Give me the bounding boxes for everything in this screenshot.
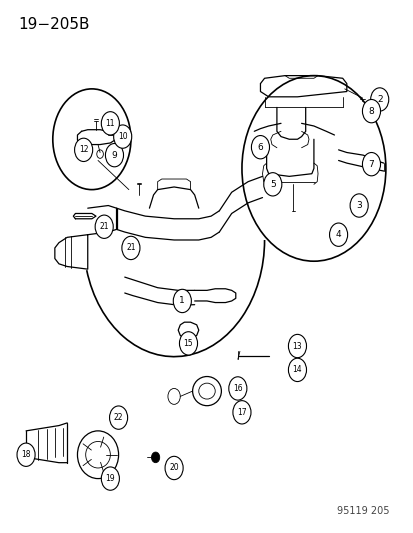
Text: 16: 16 bbox=[233, 384, 242, 393]
Text: 7: 7 bbox=[368, 160, 373, 168]
Circle shape bbox=[95, 215, 113, 238]
Text: 5: 5 bbox=[269, 180, 275, 189]
Text: 21: 21 bbox=[126, 244, 135, 253]
Circle shape bbox=[105, 143, 123, 167]
Text: 17: 17 bbox=[237, 408, 246, 417]
Text: 18: 18 bbox=[21, 450, 31, 459]
Text: 12: 12 bbox=[79, 146, 88, 155]
Text: 22: 22 bbox=[114, 413, 123, 422]
Circle shape bbox=[228, 377, 246, 400]
Circle shape bbox=[165, 456, 183, 480]
Circle shape bbox=[349, 194, 367, 217]
Circle shape bbox=[114, 125, 131, 148]
Circle shape bbox=[151, 452, 159, 463]
Text: 9: 9 bbox=[112, 151, 117, 160]
Text: 11: 11 bbox=[105, 119, 115, 128]
Text: 95119 205: 95119 205 bbox=[336, 506, 389, 516]
Text: 10: 10 bbox=[118, 132, 127, 141]
Text: 1: 1 bbox=[179, 296, 185, 305]
Circle shape bbox=[263, 173, 281, 196]
Circle shape bbox=[370, 88, 388, 111]
Circle shape bbox=[329, 223, 347, 246]
Circle shape bbox=[74, 138, 93, 161]
Text: 6: 6 bbox=[257, 143, 263, 152]
Text: 4: 4 bbox=[335, 230, 341, 239]
Text: 20: 20 bbox=[169, 464, 178, 472]
Text: 19: 19 bbox=[105, 474, 115, 483]
Text: 14: 14 bbox=[292, 366, 301, 374]
Circle shape bbox=[101, 112, 119, 135]
Circle shape bbox=[121, 236, 140, 260]
Circle shape bbox=[361, 152, 380, 176]
Circle shape bbox=[233, 401, 250, 424]
Text: 8: 8 bbox=[368, 107, 373, 116]
Circle shape bbox=[109, 406, 127, 429]
Text: 15: 15 bbox=[183, 339, 193, 348]
Circle shape bbox=[101, 467, 119, 490]
Circle shape bbox=[251, 135, 269, 159]
Circle shape bbox=[17, 443, 35, 466]
Circle shape bbox=[361, 100, 380, 123]
Text: 19−205B: 19−205B bbox=[18, 17, 89, 33]
Circle shape bbox=[288, 334, 306, 358]
Text: 2: 2 bbox=[376, 95, 382, 104]
Text: 3: 3 bbox=[356, 201, 361, 210]
Text: 21: 21 bbox=[99, 222, 109, 231]
Circle shape bbox=[179, 332, 197, 355]
Text: 13: 13 bbox=[292, 342, 301, 351]
Circle shape bbox=[173, 289, 191, 313]
Circle shape bbox=[288, 358, 306, 382]
